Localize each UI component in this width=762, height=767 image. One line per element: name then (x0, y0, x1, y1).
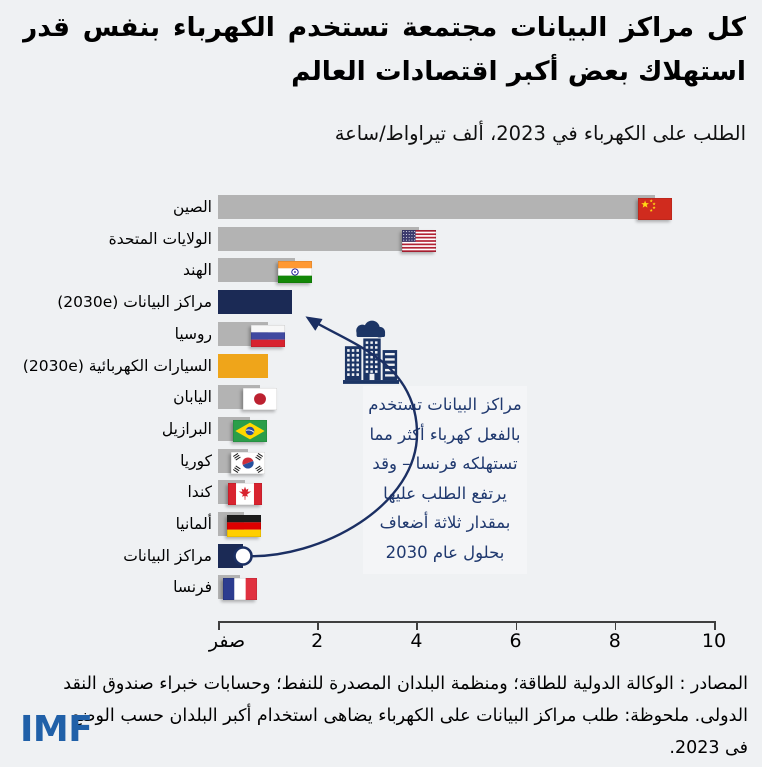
bar-united-states (218, 226, 419, 251)
source-note: المصادر : الوكالة الدولية للطاقة؛ ومنظمة… (63, 674, 748, 758)
x-axis-tick-label-0: صفر (208, 630, 246, 652)
row-label-japan: اليابان (173, 388, 212, 407)
row-label-germany: ألمانيا (175, 515, 212, 533)
row-label-france: فرنسا (173, 578, 212, 597)
imf-logo: IMF (20, 709, 93, 750)
flag-brazil-icon (233, 419, 268, 442)
row-label-electric-vehicles-2030e: السيارات الكهربائية (2030e) (22, 356, 212, 375)
x-axis-tick-4 (416, 621, 418, 630)
x-axis-tick-2 (317, 621, 319, 630)
chart-title-line-1: كل مراكز البيانات مجتمعة تستخدم الكهرباء… (22, 12, 746, 43)
flag-india-icon (277, 261, 312, 284)
row-label-canada: كندا (187, 483, 213, 502)
chart-title-line-2: استهلاك بعض أكبر اقتصادات العالم (291, 56, 746, 87)
x-axis-tick-10 (714, 621, 716, 630)
bar-data-centers-2030e (218, 290, 293, 315)
flag-us-icon (401, 229, 436, 252)
row-label-korea: كوريا (180, 451, 212, 470)
chart-subtitle: الطلب على الكهرباء في 2023، ألف تيراواط/… (334, 122, 746, 145)
bar-china (218, 195, 655, 219)
x-axis-tick-0 (218, 621, 220, 630)
bar-data-centers (218, 543, 243, 568)
x-axis-tick-label-10: 10 (701, 630, 727, 652)
row-label-china: الصين (173, 198, 212, 216)
row-label-brazil: البرازيل (161, 419, 212, 438)
flag-japan-icon (243, 388, 278, 411)
x-axis-tick-8 (614, 621, 617, 630)
row-label-india: الهند (183, 261, 212, 280)
x-axis-tick-label-8: 8 (608, 630, 621, 652)
annotation-callout-text: مراكز البيانات تستخدم بالفعل كهرباء أكثر… (368, 395, 522, 562)
flag-canada-icon (228, 483, 263, 506)
flag-germany-icon (226, 515, 261, 537)
x-axis-tick-label-4: 4 (410, 630, 423, 652)
row-label-data-centers-2030e: مراكز البيانات (2030e) (57, 293, 212, 312)
data-center-cloud-icon (343, 319, 401, 389)
x-axis-tick-label-2: 2 (311, 630, 324, 652)
flag-china-icon (637, 198, 672, 220)
flag-korea-icon (230, 451, 265, 474)
row-label-russia: روسيا (174, 324, 212, 343)
x-axis-line (218, 621, 715, 623)
x-axis-tick-label-6: 6 (509, 630, 522, 652)
flag-france-icon (223, 578, 258, 601)
flag-russia-icon (250, 324, 285, 347)
row-label-data-centers: مراكز البيانات (123, 546, 212, 565)
bar-electric-vehicles-2030e (218, 353, 268, 378)
x-axis-tick-6 (515, 621, 518, 630)
row-label-united-states: الولايات المتحدة (108, 229, 212, 248)
